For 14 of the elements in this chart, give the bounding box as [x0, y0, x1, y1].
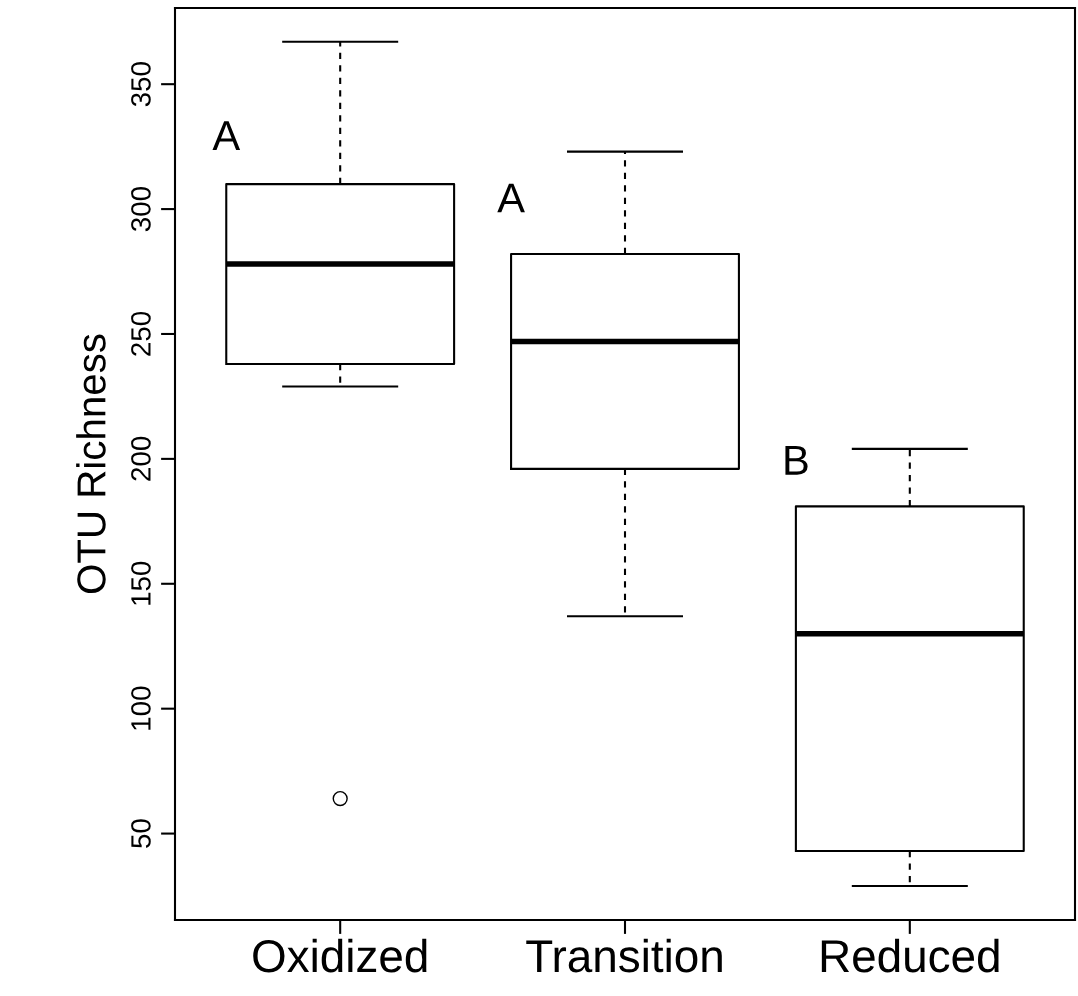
y-tick-label: 250: [131, 311, 151, 356]
annotation: A: [497, 183, 525, 213]
x-tick-label: Reduced: [821, 938, 999, 973]
y-tick-label: 100: [131, 686, 151, 730]
y-tick-label: 150: [131, 561, 151, 605]
annotation: A: [212, 121, 241, 150]
y-tick-label: 200: [131, 436, 151, 481]
y-tick-label: 50: [131, 819, 151, 848]
annotation: B: [785, 445, 808, 475]
y-tick-label: 350: [131, 62, 151, 107]
x-tick-label: Oxidized: [253, 938, 427, 973]
x-tick-label: Transition: [526, 938, 722, 973]
y-axis-title: OTU Richness: [76, 334, 106, 594]
y-tick-label: 300: [131, 187, 151, 232]
